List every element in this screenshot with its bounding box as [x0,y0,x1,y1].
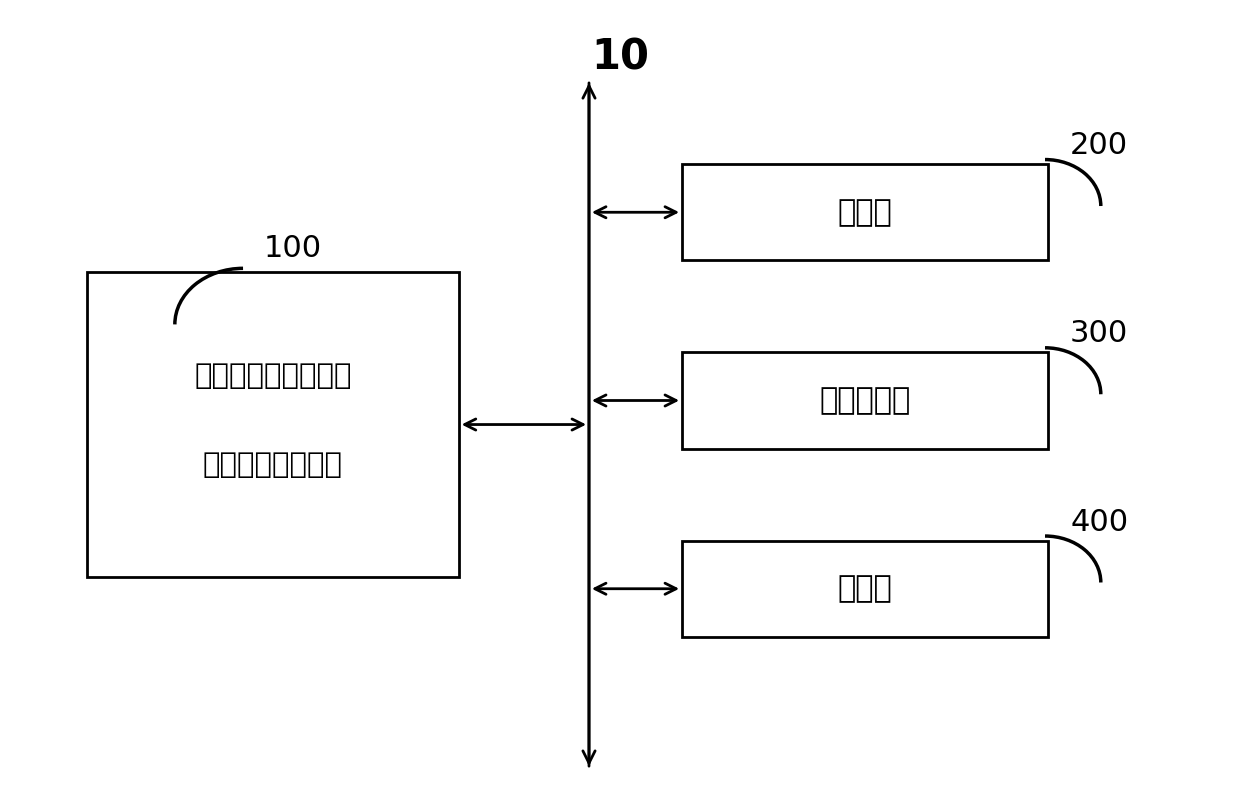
Text: 基于温度时空分布矩: 基于温度时空分布矩 [193,363,352,390]
Bar [87,272,459,577]
Bar [682,164,1048,260]
Text: 阵的渗漏监控装置: 阵的渗漏监控装置 [203,451,342,478]
Text: 400: 400 [1070,508,1128,537]
Text: 200: 200 [1070,131,1128,160]
Text: 处理器: 处理器 [837,574,893,603]
Text: 100: 100 [263,234,321,263]
Bar [682,541,1048,637]
Text: 300: 300 [1070,320,1128,348]
Text: 10: 10 [591,36,649,78]
Bar [682,352,1048,449]
Text: 存储器: 存储器 [837,198,893,227]
Text: 存储控制器: 存储控制器 [820,386,910,415]
